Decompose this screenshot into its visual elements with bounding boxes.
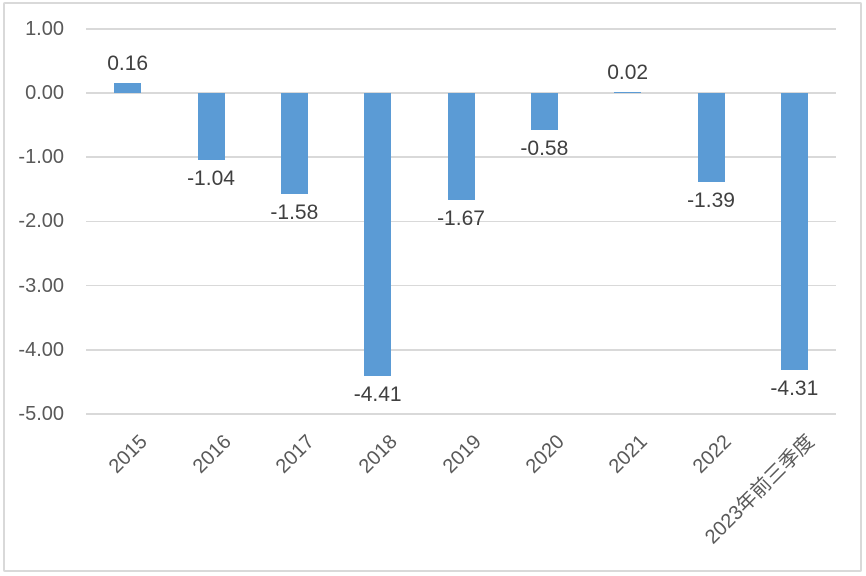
gridline <box>86 413 836 415</box>
data-label: 0.02 <box>607 60 649 84</box>
y-tick-label: -5.00 <box>18 403 64 425</box>
y-tick-label: 1.00 <box>25 17 64 40</box>
x-tick-label: 2020 <box>521 430 569 478</box>
bar-2015 <box>114 82 142 93</box>
bar-2018 <box>364 93 392 377</box>
gridline <box>86 220 836 223</box>
x-tick-label: 2021 <box>604 430 652 478</box>
data-label: -0.58 <box>520 137 569 161</box>
x-tick-label: 2016 <box>188 430 236 478</box>
data-label: -1.39 <box>687 189 735 213</box>
data-label: -4.31 <box>770 376 819 400</box>
y-tick-label: 0.00 <box>25 82 64 104</box>
x-tick-label: 2018 <box>354 430 402 478</box>
bar-2022 <box>697 93 725 183</box>
bar-2019 <box>447 93 475 201</box>
x-tick-label: 2022 <box>688 430 736 478</box>
x-tick-label: 2017 <box>271 430 319 478</box>
data-label: -4.41 <box>353 383 402 407</box>
bar-2023年前三季度 <box>780 93 808 370</box>
data-label: -1.58 <box>270 201 319 225</box>
bar-2021 <box>614 91 642 93</box>
x-tick-label: 2019 <box>438 430 486 478</box>
gridline <box>86 284 836 287</box>
data-label: 0.16 <box>107 51 149 75</box>
y-tick-label: -1.00 <box>18 146 64 169</box>
gridline <box>86 28 836 30</box>
x-tick-label: 2015 <box>104 430 152 478</box>
y-tick-label: -3.00 <box>18 274 64 297</box>
data-label: -1.67 <box>437 207 485 231</box>
bar-2020 <box>530 93 558 131</box>
bar-2017 <box>280 93 308 195</box>
gridline <box>86 349 836 351</box>
data-label: -1.04 <box>187 166 235 190</box>
y-tick-label: -4.00 <box>18 338 64 361</box>
y-tick-label: -2.00 <box>18 210 64 233</box>
bar-2016 <box>197 93 225 160</box>
